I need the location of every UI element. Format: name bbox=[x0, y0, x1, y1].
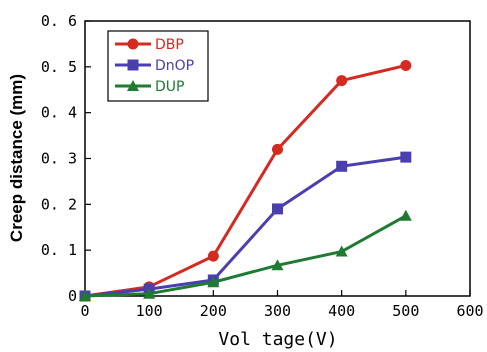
series-line-dbp bbox=[84, 63, 407, 298]
data-point-dup bbox=[143, 287, 156, 299]
x-tick-label: 0 bbox=[80, 302, 89, 320]
legend-label-dbp: DBP bbox=[155, 37, 184, 53]
series-layer bbox=[79, 59, 412, 302]
data-point-dnop bbox=[272, 203, 283, 215]
x-tick-label: 500 bbox=[392, 302, 419, 320]
x-tick-label: 400 bbox=[328, 302, 355, 320]
legend-marker-dnop bbox=[127, 59, 139, 71]
y-axis-label: Creep distance (mm) bbox=[7, 74, 26, 242]
data-point-dbp bbox=[272, 143, 283, 155]
legend-label-dnop: DnOP bbox=[155, 58, 194, 74]
data-point-dbp bbox=[400, 59, 412, 71]
legend-marker-dbp bbox=[127, 38, 139, 50]
data-point-dnop bbox=[336, 160, 348, 172]
data-point-dbp bbox=[336, 75, 348, 87]
data-point-dup bbox=[399, 209, 412, 221]
legend-marker-dup bbox=[127, 80, 139, 91]
legend-item-dnop: DnOP bbox=[115, 58, 194, 74]
x-tick-label: 200 bbox=[200, 302, 227, 320]
x-axis-label: Vol tage(V) bbox=[218, 329, 337, 350]
y-tick-label: 0. 5 bbox=[41, 58, 77, 76]
data-point-dnop bbox=[400, 151, 412, 163]
y-tick-label: 0. 3 bbox=[41, 150, 77, 168]
y-tick-label: 0 bbox=[68, 287, 77, 305]
axis-ticks: 0 100 200 300 400 500 600 0 0. 1 0. 2 0. 3 0. 4 0. 5… bbox=[41, 12, 484, 320]
data-point-dup bbox=[335, 245, 348, 257]
x-tick-label: 600 bbox=[456, 302, 483, 320]
data-point-dup bbox=[207, 276, 220, 288]
data-point-dup bbox=[271, 259, 284, 271]
series-dup bbox=[79, 209, 412, 301]
data-point-dbp bbox=[207, 250, 219, 262]
legend-item-dbp: DBP bbox=[115, 37, 184, 53]
x-tick-label: 100 bbox=[136, 302, 163, 320]
series-dnop bbox=[79, 151, 412, 302]
series-line-dnop bbox=[84, 155, 407, 298]
legend-item-dup: DUP bbox=[115, 79, 184, 95]
y-tick-label: 0. 6 bbox=[41, 12, 77, 30]
legend-label-dup: DUP bbox=[155, 79, 184, 95]
y-tick-label: 0. 2 bbox=[41, 195, 77, 213]
y-tick-label: 0. 4 bbox=[41, 104, 77, 122]
data-point-dup bbox=[79, 290, 91, 301]
legend-items: DBP DnOP DUP bbox=[115, 37, 194, 95]
x-tick-label: 300 bbox=[264, 302, 291, 320]
series-line-dup bbox=[84, 214, 407, 298]
y-tick-label: 0. 1 bbox=[41, 241, 77, 259]
legend: DBP DnOP DUP bbox=[107, 30, 209, 102]
